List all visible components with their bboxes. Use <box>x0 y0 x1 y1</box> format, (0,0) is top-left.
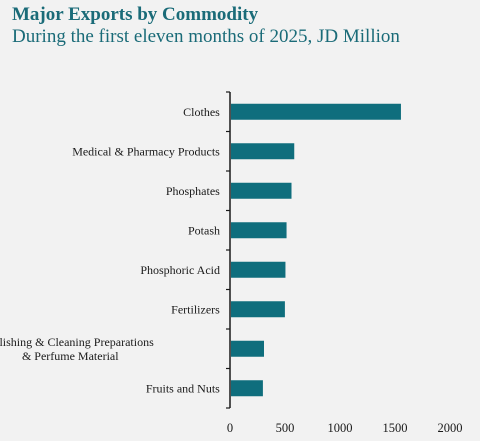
chart-title: Major Exports by Commodity <box>12 4 259 25</box>
category-label-line: Potash <box>188 223 220 237</box>
bar-5 <box>231 261 286 278</box>
category-label-7: Polishing & Cleaning Preparations & Perfu… <box>0 335 154 363</box>
category-label-line: Polishing & Cleaning Preparations <box>0 335 154 349</box>
x-tick-label-1500: 1500 <box>383 421 408 435</box>
bar-4 <box>231 222 287 239</box>
bar-3 <box>231 182 292 199</box>
chart-subtitle: During the first eleven months of 2025, … <box>12 26 400 47</box>
bar-8 <box>231 380 263 397</box>
category-label-line: Clothes <box>183 105 220 119</box>
bar-2 <box>231 143 295 160</box>
x-tick-label-2000: 2000 <box>438 421 463 435</box>
category-label-line: Fertilizers <box>171 302 220 316</box>
x-tick-label-0: 0 <box>227 421 233 435</box>
category-label-3: Phosphates <box>166 184 220 198</box>
category-label-4: Potash <box>188 223 220 237</box>
category-label-1: Clothes <box>183 105 220 119</box>
bar-6 <box>231 301 285 318</box>
category-label-5: Phosphoric Acid <box>140 263 220 277</box>
category-label-2: Medical & Pharmacy Products <box>72 144 220 158</box>
bar-7 <box>231 340 264 357</box>
x-tick-label-500: 500 <box>276 421 295 435</box>
x-tick-label-1000: 1000 <box>328 421 353 435</box>
category-label-line: Phosphates <box>166 184 220 198</box>
category-label-line: Phosphoric Acid <box>140 263 220 277</box>
category-label-8: Fruits and Nuts <box>146 381 220 395</box>
category-label-6: Fertilizers <box>171 302 220 316</box>
category-label-line: Fruits and Nuts <box>146 381 220 395</box>
bar-1 <box>231 103 401 120</box>
category-label-line: Medical & Pharmacy Products <box>72 144 220 158</box>
category-label-line: & Perfume Material <box>22 349 119 363</box>
